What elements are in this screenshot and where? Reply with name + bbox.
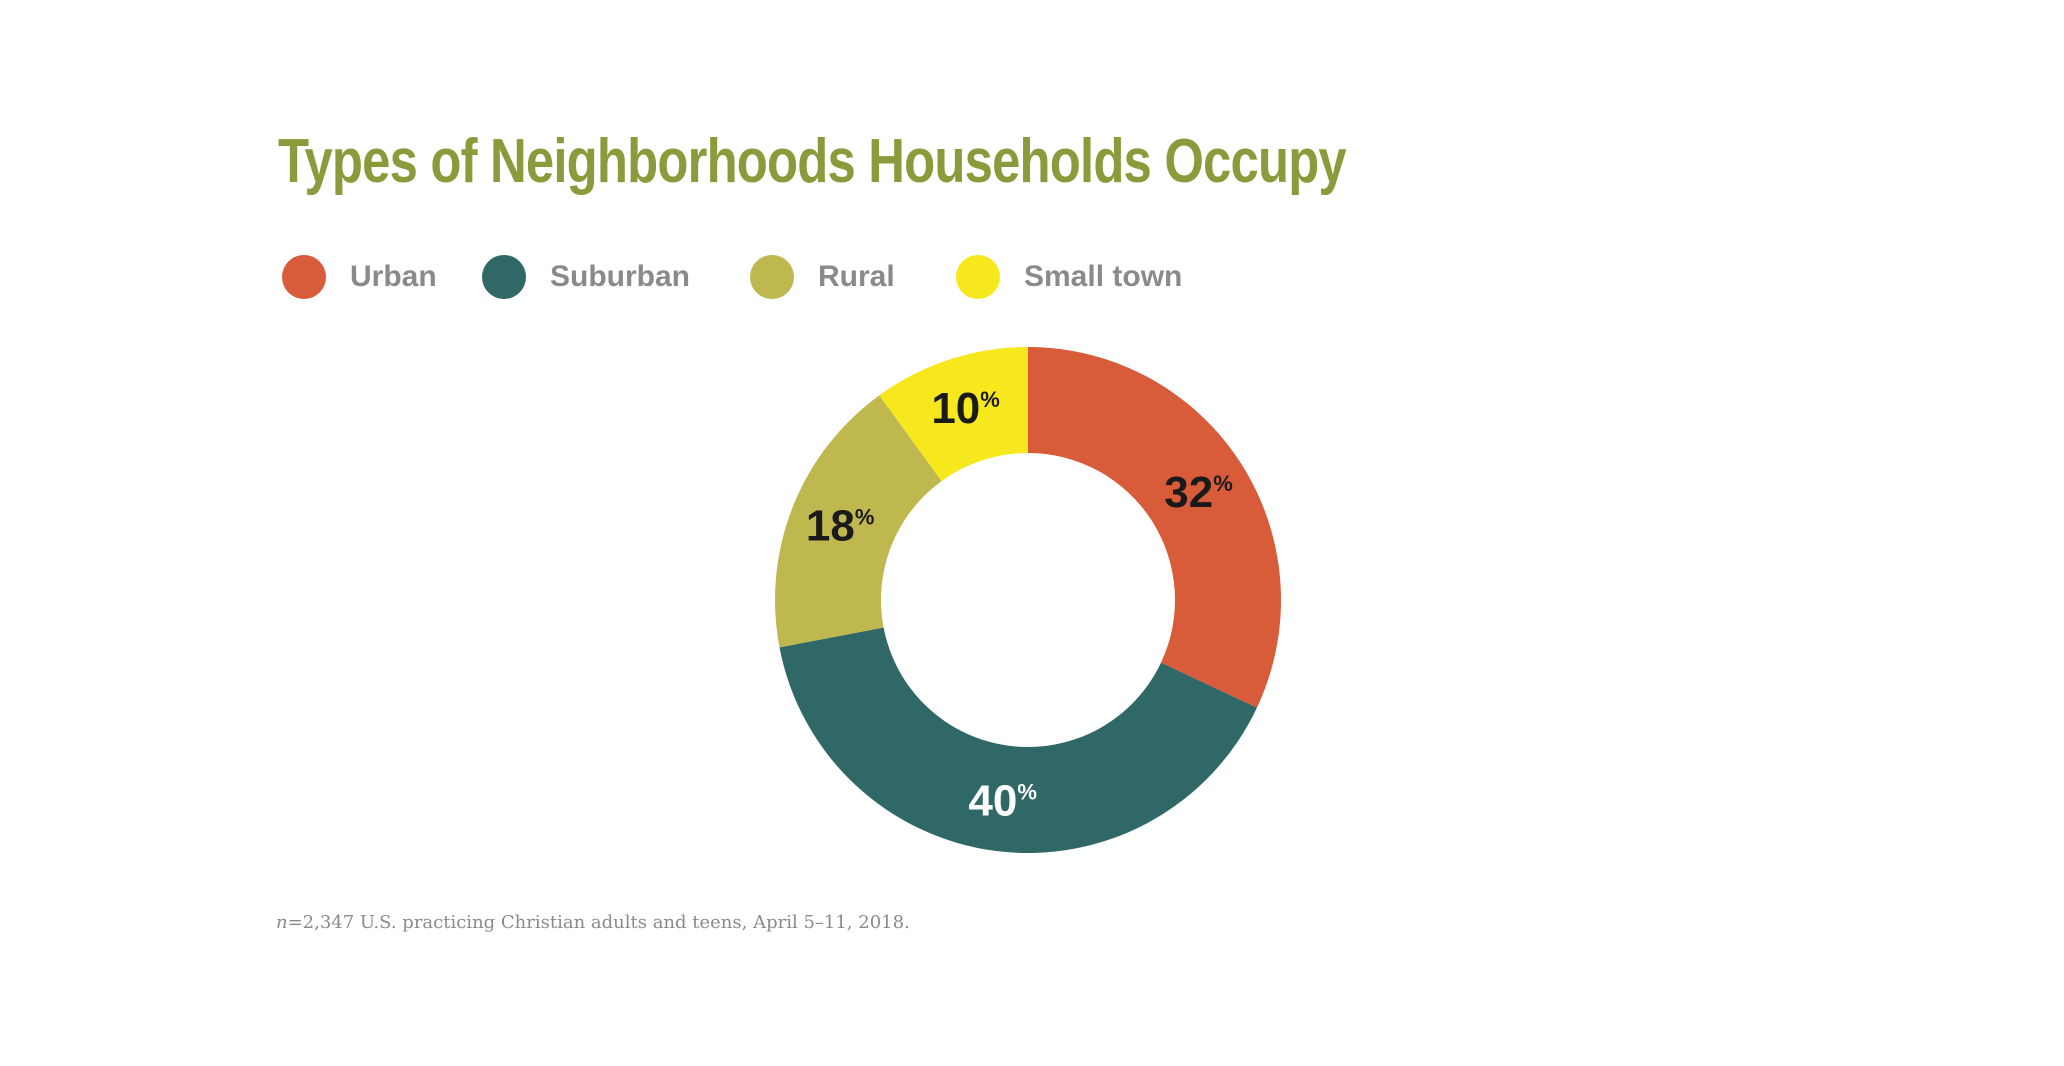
footnote-text: =2,347 U.S. practicing Christian adults … bbox=[287, 912, 910, 933]
legend-label-urban: Urban bbox=[350, 260, 437, 293]
legend-label-suburban: Suburban bbox=[550, 260, 690, 293]
slice-label-small-town: 10% bbox=[931, 384, 1000, 433]
slice-small-town bbox=[879, 347, 1028, 482]
slice-label-suburban: 40% bbox=[968, 776, 1037, 825]
legend-label-small-town: Small town bbox=[1024, 260, 1183, 293]
slice-label-rural: 18% bbox=[806, 502, 875, 551]
legend-swatch-suburban bbox=[482, 255, 526, 299]
legend-swatch-rural bbox=[750, 255, 794, 299]
legend-swatch-urban bbox=[282, 255, 326, 299]
chart-title: Types of Neighborhoods Households Occupy bbox=[278, 127, 1347, 196]
slice-urban bbox=[1028, 347, 1281, 708]
legend-item-rural: Rural bbox=[750, 252, 895, 302]
legend-item-small-town: Small town bbox=[956, 252, 1182, 302]
slice-rural bbox=[775, 395, 942, 648]
legend-item-suburban: Suburban bbox=[482, 252, 690, 302]
legend-item-urban: Urban bbox=[282, 252, 437, 302]
footnote: n=2,347 U.S. practicing Christian adults… bbox=[276, 912, 910, 933]
legend-label-rural: Rural bbox=[818, 260, 895, 293]
footnote-n: n bbox=[276, 912, 288, 933]
legend-swatch-small-town bbox=[956, 255, 1000, 299]
slice-suburban bbox=[779, 627, 1257, 854]
slice-label-urban: 32% bbox=[1164, 468, 1233, 517]
